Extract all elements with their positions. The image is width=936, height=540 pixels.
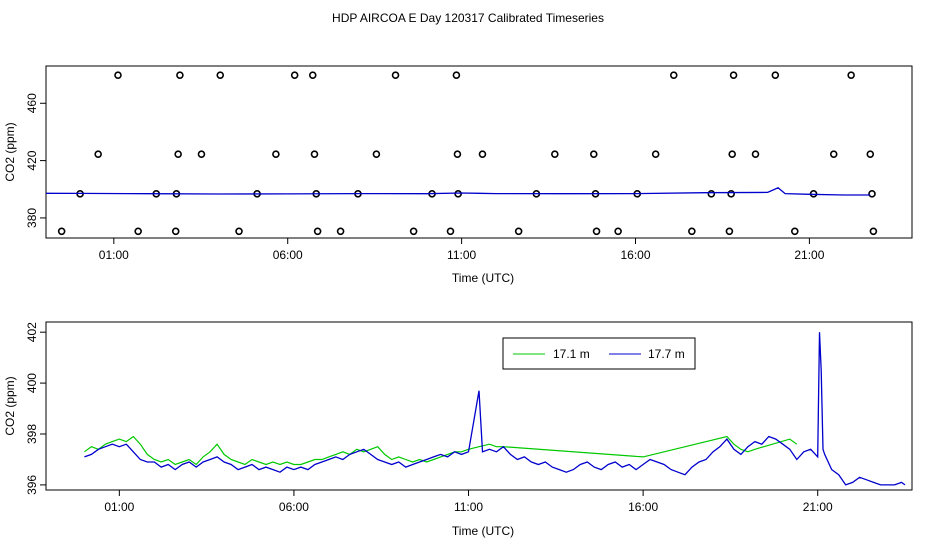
top-scatter-point <box>592 227 601 236</box>
top-scatter-point <box>829 150 838 158</box>
top-xlabel: Time (UTC) <box>452 271 514 285</box>
series-line-17-7m <box>84 332 906 486</box>
bottom-xlabel: Time (UTC) <box>452 524 514 538</box>
legend-label-17-1m: 17.1 m <box>553 347 590 361</box>
top-scatter-point <box>197 150 206 158</box>
top-scatter-point <box>728 150 736 158</box>
top-scatter-point <box>847 71 855 79</box>
top-scatter-point <box>372 150 381 158</box>
top-scatter-point <box>651 150 660 158</box>
top-scatter-point <box>866 150 875 158</box>
bottom-x-tick-label: 06:00 <box>279 500 309 514</box>
top-scatter-point <box>454 190 462 198</box>
top-scatter-point <box>614 227 622 236</box>
top-scatter-point <box>308 71 317 79</box>
top-scatter-point <box>514 227 523 236</box>
top-y-tick-label: 460 <box>25 93 39 113</box>
bottom-series <box>84 332 906 486</box>
page-title: HDP AIRCOA E Day 120317 Calibrated Times… <box>332 11 604 25</box>
top-scatter-point <box>134 227 142 236</box>
top-scatter-point <box>707 190 716 198</box>
top-scatter-point <box>790 227 799 236</box>
bottom-x-tick-label: 16:00 <box>628 500 658 514</box>
legend-label-17-7m: 17.7 m <box>648 347 685 361</box>
top-x-tick-label: 11:00 <box>447 248 476 262</box>
bottom-y-tick-label: 402 <box>25 322 39 342</box>
bottom-x-tick-label: 01:00 <box>104 500 134 514</box>
top-x-tick-label: 01:00 <box>99 248 129 262</box>
bottom-y-tick-label: 398 <box>25 424 39 444</box>
top-y-tick-label: 380 <box>25 208 39 228</box>
bottom-y-tick-label: 396 <box>25 475 39 495</box>
top-scatter-point <box>171 227 180 236</box>
bottom-x-tick-label: 11:00 <box>454 500 483 514</box>
top-scatter-point <box>453 150 462 158</box>
top-scatter-point <box>727 190 735 198</box>
top-scatter-point <box>290 71 299 79</box>
top-scatter-point <box>272 150 280 158</box>
top-scatter-point <box>114 71 122 79</box>
series-line-17-1m <box>84 435 798 466</box>
top-axes: 01:00 06:00 11:00 16:00 21:00 380 420 460 <box>25 93 825 262</box>
top-scatter-point <box>869 227 878 236</box>
top-scatter-point <box>336 227 345 236</box>
top-ylabel: CO2 (ppm) <box>3 122 17 181</box>
bottom-panel-frame <box>45 321 913 491</box>
top-series <box>45 71 878 236</box>
top-scatter-point <box>751 150 760 158</box>
bottom-x-tick-label: 21:00 <box>803 500 833 514</box>
top-scatter-point <box>452 71 461 79</box>
top-scatter-point <box>94 150 102 158</box>
bottom-panel: Time (UTC) CO2 (ppm) 01:00 06:00 11:00 16:0… <box>3 321 913 538</box>
top-scatter-point <box>176 71 184 79</box>
bottom-y-tick-label: 400 <box>25 373 39 393</box>
bottom-axes: 01:00 06:00 11:00 16:00 21:00 396 398 400 402 <box>25 322 833 514</box>
top-scatter-point <box>771 71 780 79</box>
top-scatter-point <box>174 150 182 158</box>
top-scatter-point <box>725 227 734 236</box>
top-scatter-point <box>669 71 678 79</box>
top-trace-line <box>45 187 871 196</box>
top-scatter-point <box>446 227 455 236</box>
top-scatter-point <box>729 71 738 79</box>
legend: 17.1 m 17.7 m <box>502 337 696 370</box>
bottom-ylabel: CO2 (ppm) <box>3 376 17 435</box>
top-scatter-point <box>868 190 876 198</box>
top-panel-frame <box>45 65 913 239</box>
top-scatter-point <box>57 227 66 236</box>
top-x-tick-label: 06:00 <box>273 248 303 262</box>
top-scatter-point <box>313 227 322 236</box>
top-x-tick-label: 16:00 <box>620 248 650 262</box>
top-scatter-point <box>589 150 598 158</box>
top-scatter-point <box>235 227 243 236</box>
top-scatter-point <box>478 150 487 158</box>
top-scatter-point <box>688 227 696 236</box>
top-y-tick-label: 420 <box>25 150 39 170</box>
top-scatter-point <box>216 71 225 79</box>
top-x-tick-label: 21:00 <box>794 248 824 262</box>
top-scatter-point <box>391 71 400 79</box>
legend-box <box>502 337 696 370</box>
top-scatter-point <box>551 150 559 158</box>
top-scatter-point <box>409 227 418 236</box>
top-scatter-point <box>310 150 319 158</box>
top-panel: Time (UTC) CO2 (ppm) 01:00 06:00 11:00 16:0… <box>3 65 913 285</box>
